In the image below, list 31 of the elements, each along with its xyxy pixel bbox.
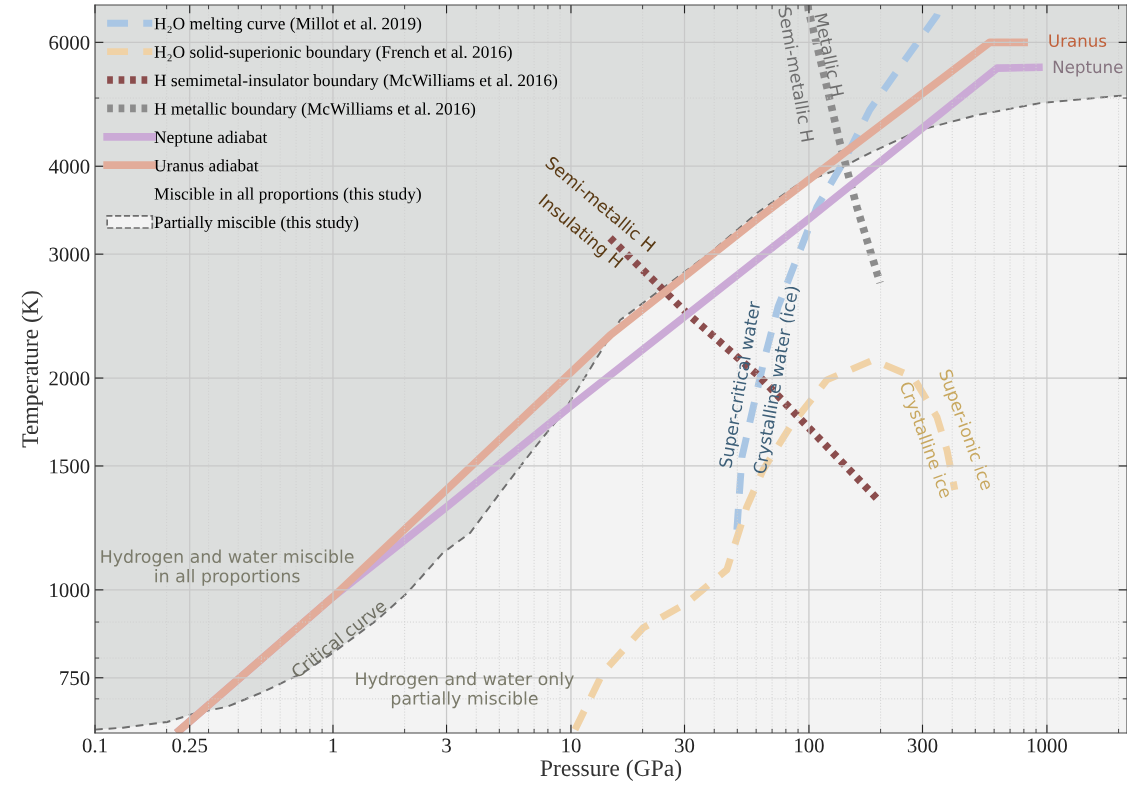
y-tick-label: 1000 [50,583,90,598]
x-axis-title: Pressure (GPa) [540,759,682,781]
legend-label: H metallic boundary (McWilliams et al. 2016) [154,102,476,119]
x-tick-label: 100 [795,738,824,753]
x-tick-label: 30 [675,738,695,753]
band-label: Miscible in all proportions (this study) [154,187,421,204]
y-tick-label: 4000 [48,159,90,174]
legend-label: Uranus adiabat [154,159,259,172]
legend-label: H₂O solid-superionic boundary (French et al. 2016) [154,45,512,62]
legend-label: H semimetal-insulator boundary (McWilliams et al. 2016) [154,74,558,90]
y-tick-label: 6000 [49,35,90,50]
x-tick-label: 1000 [1027,738,1067,753]
x-tick-label: 10 [562,738,581,753]
x-tick-label: 300 [907,738,938,753]
x-tick-label: 0.1 [82,738,107,753]
x-tick-label: 3 [442,738,451,753]
legend-label: Neptune adiabat [154,130,268,147]
x-tick-label: 0.25 [172,738,208,753]
legend-label: Partially miscible (this study) [154,215,359,232]
y-tick-label: 3000 [49,247,90,262]
annotation: Neptune [1053,60,1123,77]
x-tick-label: 1 [329,738,337,753]
annotation: Hydrogen and water only partially miscible [356,671,574,709]
legend-label: H₂O melting curve (Millot et al. 2019) [154,17,422,34]
annotation: Uranus [1049,34,1107,47]
y-axis-title: Temperature (K) [21,291,43,448]
annotation: Metallic H [814,13,845,97]
annotation: Hydrogen and water miscible in all proportions [101,549,354,586]
y-tick-label: 750 [60,671,90,686]
y-tick-label: 1500 [50,459,90,474]
y-tick-label: 2000 [49,371,90,386]
